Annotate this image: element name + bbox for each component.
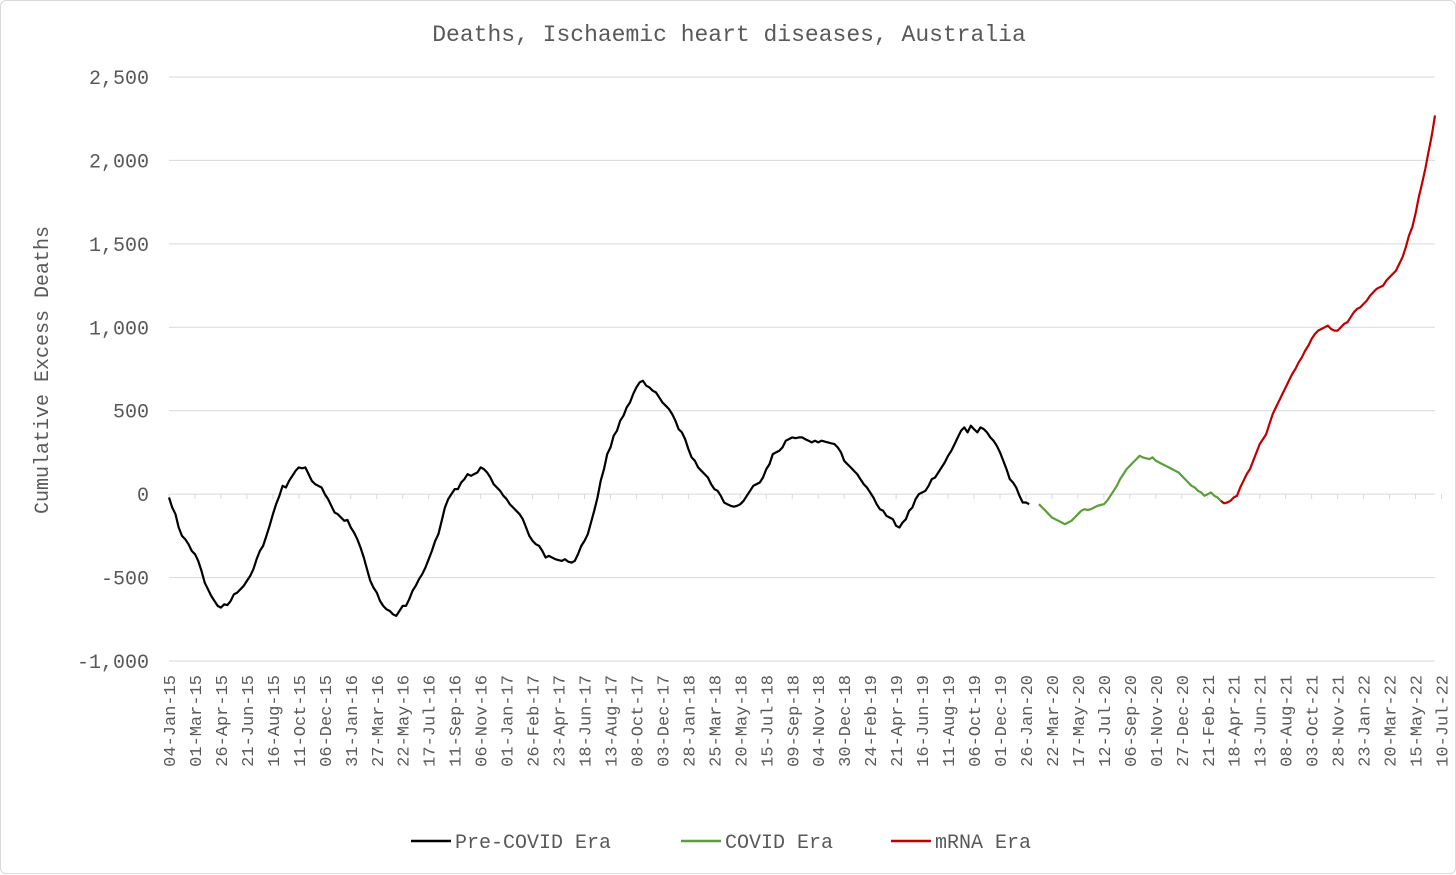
x-tick-label: 21-Apr-19 — [889, 675, 908, 767]
series-layer — [167, 115, 1437, 618]
x-tick-label: 06-Sep-20 — [1123, 675, 1142, 767]
x-tick-label: 08-Oct-17 — [629, 675, 648, 767]
x-tick-label: 15-May-22 — [1409, 675, 1428, 767]
x-tick-label: 28-Jan-18 — [681, 675, 700, 767]
y-tick-label: -1,000 — [77, 652, 149, 675]
series-line-mrna-era — [1220, 115, 1437, 505]
x-tick-label: 04-Nov-18 — [811, 675, 830, 767]
x-tick-label: 27-Mar-16 — [370, 675, 389, 767]
x-tick-label: 15-Jul-18 — [759, 675, 778, 767]
x-tick-label: 16-Aug-15 — [266, 675, 285, 767]
legend-label: COVID Era — [725, 832, 833, 855]
y-tick-labels: 2,500 2,000 1,500 1,000 500 0 -500 -1,000 — [77, 68, 149, 675]
chart-title: Deaths, Ischaemic heart diseases, Austra… — [432, 22, 1026, 48]
x-tick-label: 21-Feb-21 — [1201, 675, 1220, 767]
x-tick-label: 11-Oct-15 — [292, 675, 311, 767]
x-tick-label: 03-Dec-17 — [655, 675, 674, 767]
x-tick-label: 09-Sep-18 — [785, 675, 804, 767]
series-line-covid-era — [1038, 454, 1222, 526]
x-tick-label: 08-Aug-21 — [1279, 675, 1298, 767]
x-tick-label: 06-Oct-19 — [967, 675, 986, 767]
x-tick-label: 13-Jun-21 — [1253, 675, 1272, 767]
y-tick-label: 2,500 — [89, 68, 149, 91]
x-tick-label: 06-Nov-16 — [474, 675, 493, 767]
y-tick-label: 0 — [137, 485, 149, 508]
x-tick-label: 21-Jun-15 — [240, 675, 259, 767]
x-tick-label: 01-Jan-17 — [500, 675, 519, 767]
x-tick-labels: 04-Jan-15 01-Mar-15 26-Apr-15 21-Jun-15 16-A… — [162, 675, 1453, 767]
x-tick-label: 13-Aug-17 — [603, 675, 622, 767]
x-tick-label: 20-May-18 — [733, 675, 752, 767]
y-tick-label: -500 — [101, 569, 149, 592]
x-tick-label: 17-Jul-16 — [422, 675, 441, 767]
x-tick-label: 16-Jun-19 — [915, 675, 934, 767]
x-tick-label: 27-Dec-20 — [1175, 675, 1194, 767]
series-line-pre-covid-era — [167, 379, 1030, 618]
legend: Pre-COVID Era COVID Era mRNA Era — [411, 832, 1031, 855]
y-tick-label: 1,500 — [89, 235, 149, 258]
grid-layer — [168, 76, 1442, 662]
x-tick-label: 04-Jan-15 — [162, 675, 181, 767]
x-tick-label: 26-Jan-20 — [1019, 675, 1038, 767]
x-tick-label: 11-Sep-16 — [448, 675, 467, 767]
x-tick-label: 03-Oct-21 — [1305, 675, 1324, 767]
x-tick-label: 20-Mar-22 — [1383, 675, 1402, 767]
x-tick-label: 31-Jan-16 — [344, 675, 363, 767]
x-tick-label: 26-Apr-15 — [214, 675, 233, 767]
x-tick-label: 01-Nov-20 — [1149, 675, 1168, 767]
x-tick-label: 22-May-16 — [396, 675, 415, 767]
x-tick-label: 23-Apr-17 — [552, 675, 571, 767]
x-tick-label: 11-Aug-19 — [941, 675, 960, 767]
x-tick-label: 01-Dec-19 — [993, 675, 1012, 767]
y-tick-label: 2,000 — [89, 151, 149, 174]
x-tick-label: 24-Feb-19 — [863, 675, 882, 767]
x-tick-label: 18-Jun-17 — [578, 675, 597, 767]
x-tick-label: 12-Jul-20 — [1097, 675, 1116, 767]
x-tick-label: 23-Jan-22 — [1357, 675, 1376, 767]
x-tick-label: 30-Dec-18 — [837, 675, 856, 767]
x-tick-label: 01-Mar-15 — [188, 675, 207, 767]
x-tick-label: 17-May-20 — [1071, 675, 1090, 767]
x-tick-label: 06-Dec-15 — [318, 675, 337, 767]
legend-label: Pre-COVID Era — [455, 832, 611, 855]
y-tick-label: 500 — [113, 402, 149, 425]
x-tick-label: 18-Apr-21 — [1227, 675, 1246, 767]
x-tick-label: 22-Mar-20 — [1045, 675, 1064, 767]
x-tick-label: 28-Nov-21 — [1331, 675, 1350, 767]
y-tick-label: 1,000 — [89, 318, 149, 341]
legend-label: mRNA Era — [935, 832, 1031, 855]
x-tick-label: 26-Feb-17 — [526, 675, 545, 767]
y-axis-label: Cumulative Excess Deaths — [32, 226, 55, 514]
x-tick-label: 10-Jul-22 — [1434, 675, 1453, 767]
x-tick-label: 25-Mar-18 — [707, 675, 726, 767]
